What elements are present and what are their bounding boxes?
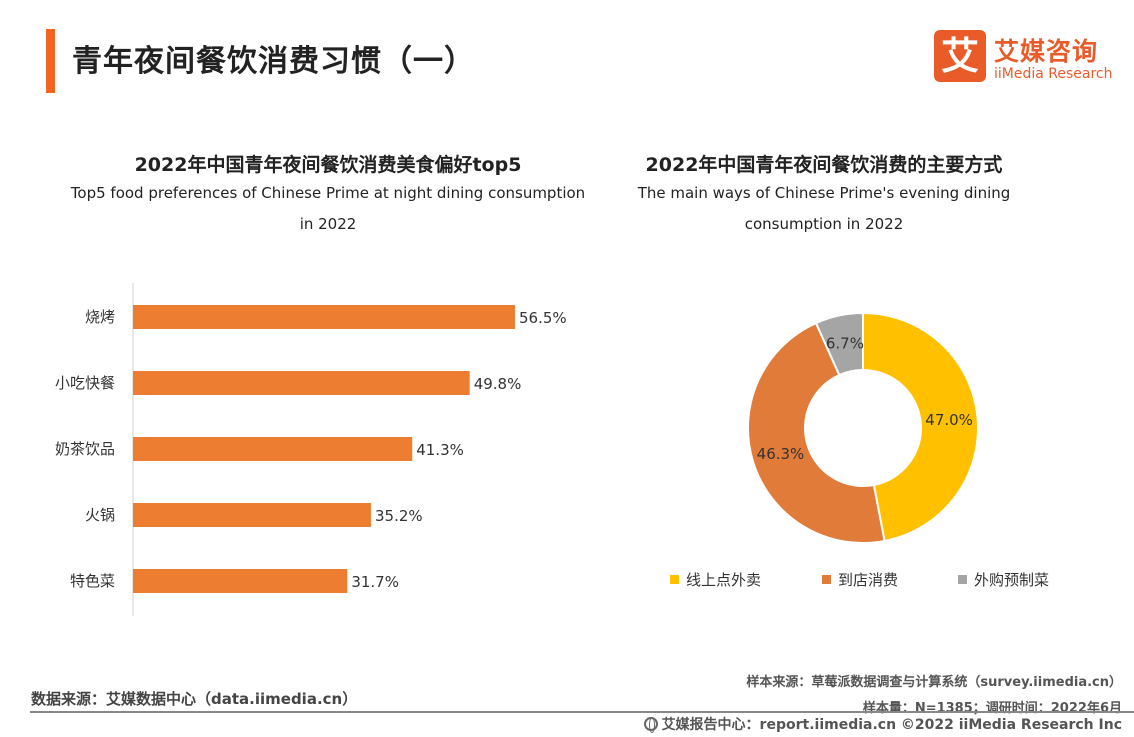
logo-name-en: iiMedia Research xyxy=(994,66,1113,82)
legend-swatch xyxy=(670,575,679,584)
logo-mark-icon: 艾 xyxy=(934,30,986,82)
bar-chart-heading: 2022年中国青年夜间餐饮消费美食偏好top5 Top5 food prefer… xyxy=(28,150,628,239)
data-source: 数据来源：艾媒数据中心（data.iimedia.cn） xyxy=(31,690,358,708)
bar-category-label: 特色菜 xyxy=(70,572,115,590)
donut-slice-2 xyxy=(747,321,886,544)
legend-swatch xyxy=(958,575,967,584)
bar-chart-subtitle-line-2: in 2022 xyxy=(299,215,357,233)
donut-chart-subtitle-line-1: The main ways of Chinese Prime's evening… xyxy=(637,184,1011,202)
bar-value-label: 56.5% xyxy=(519,309,567,327)
page-title: 青年夜间餐饮消费习惯（一） xyxy=(72,44,475,79)
donut-chart-heading: 2022年中国青年夜间餐饮消费的主要方式 The main ways of Ch… xyxy=(574,150,1074,239)
bar-category-label: 奶茶饮品 xyxy=(55,440,115,458)
footer-divider xyxy=(30,711,1134,713)
sample-source: 样本来源：草莓派数据调查与计算系统（survey.iimedia.cn） xyxy=(746,675,1122,690)
donut-slice-1 xyxy=(862,311,979,543)
donut-chart: 47.0% 46.3% 6.7% 线上点外卖 到店消费 外购预制菜 xyxy=(670,311,1049,589)
bar-chart-title: 2022年中国青年夜间餐饮消费美食偏好top5 xyxy=(134,154,522,176)
bar-2 xyxy=(133,371,470,395)
slice-value-label: 47.0% xyxy=(925,411,973,429)
bar-4 xyxy=(133,503,371,527)
bar-category-label: 烧烤 xyxy=(85,308,115,326)
bar-value-label: 49.8% xyxy=(474,375,522,393)
bar-category-label: 小吃快餐 xyxy=(55,374,115,392)
bar-5 xyxy=(133,569,348,593)
brand-logo: 艾 艾媒咨询 iiMedia Research xyxy=(934,30,1114,86)
slice-value-label: 6.7% xyxy=(826,334,864,352)
donut-chart-subtitle-line-2: consumption in 2022 xyxy=(744,215,904,233)
slice-value-label: 46.3% xyxy=(757,445,805,463)
bar-chart: 烧烤 56.5% 小吃快餐 49.8% 奶茶饮品 41.3% 火锅 35.2% 特色菜 31.7% xyxy=(55,283,567,616)
donut-chart-title: 2022年中国青年夜间餐饮消费的主要方式 xyxy=(645,154,1003,176)
footer-text: 艾媒报告中心：report.iimedia.cn ©2022 iiMedia R… xyxy=(661,717,1122,733)
title-accent-bar xyxy=(46,29,55,93)
bar-1 xyxy=(133,305,515,329)
globe-icon xyxy=(643,717,658,733)
legend-label: 到店消费 xyxy=(838,571,898,589)
donut-slice-3 xyxy=(814,311,864,377)
legend-label: 外购预制菜 xyxy=(974,571,1049,589)
bar-chart-subtitle-line-1: Top5 food preferences of Chinese Prime a… xyxy=(70,184,586,202)
bar-value-label: 35.2% xyxy=(375,507,423,525)
bar-value-label: 31.7% xyxy=(351,573,399,591)
logo-name-cn: 艾媒咨询 xyxy=(994,37,1099,66)
bar-category-label: 火锅 xyxy=(85,506,115,524)
bar-value-label: 41.3% xyxy=(416,441,464,459)
bar-3 xyxy=(133,437,413,461)
legend-swatch xyxy=(822,575,831,584)
footer: 艾媒报告中心：report.iimedia.cn ©2022 iiMedia R… xyxy=(643,714,1122,734)
legend-label: 线上点外卖 xyxy=(686,571,761,589)
